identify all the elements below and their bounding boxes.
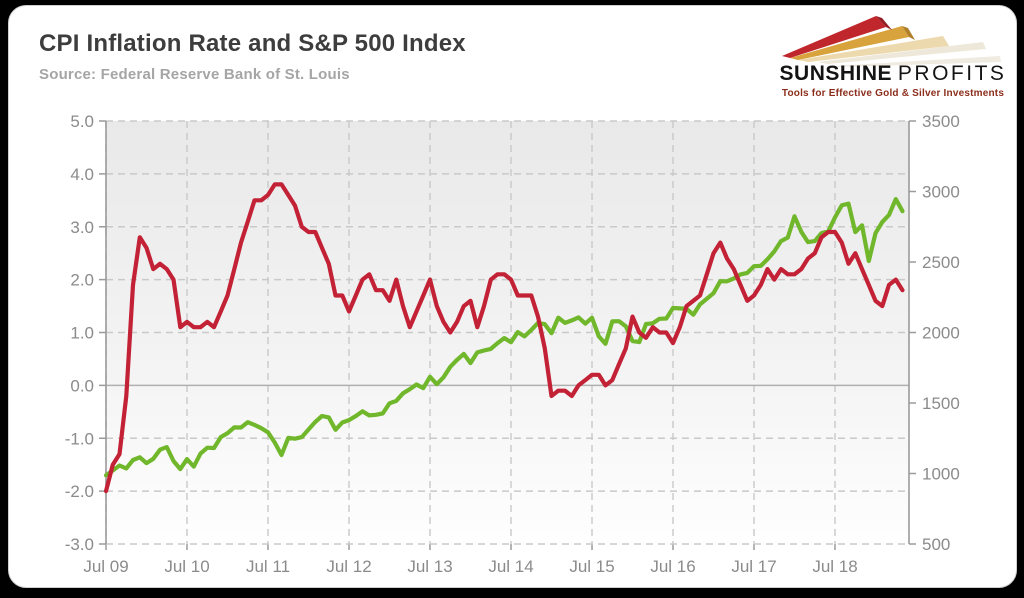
logo-brand-secondary: PROFITS — [897, 62, 1007, 85]
left-axis-tick-label: -1.0 — [65, 429, 94, 448]
x-tick-label: Jul 14 — [488, 557, 533, 576]
x-tick-label: Jul 10 — [164, 557, 209, 576]
x-tick-label: Jul 15 — [569, 557, 614, 576]
chart-source: Source: Federal Reserve Bank of St. Loui… — [39, 66, 350, 83]
right-axis-tick-label: 2500 — [922, 253, 960, 272]
x-tick-label: Jul 11 — [246, 557, 290, 576]
sunshine-profits-logo: SUNSHINE PROFITS Tools for Effective Gol… — [778, 12, 1008, 108]
chart-title: CPI Inflation Rate and S&P 500 Index — [39, 30, 466, 57]
x-tick-label: Jul 18 — [812, 557, 857, 576]
right-axis-tick-label: 3000 — [922, 183, 960, 202]
left-axis-tick-label: 2.0 — [70, 271, 94, 290]
plot-area: Jul 09 Jul 10 Jul 11 Jul 12 Jul 13 Jul 14 Jul … — [65, 112, 960, 576]
x-tick-label: Jul 16 — [650, 557, 695, 576]
x-tick-label: Jul 12 — [326, 557, 371, 576]
right-axis-tick-label: 1000 — [922, 465, 960, 484]
left-axis-tick-label: 5.0 — [70, 112, 94, 131]
logo-brand: SUNSHINE PROFITS — [778, 62, 1008, 86]
right-axis-tick-label: 2000 — [922, 324, 960, 343]
line-chart: Jul 09 Jul 10 Jul 11 Jul 12 Jul 13 Jul 14 Jul … — [65, 112, 960, 576]
left-axis-tick-label: 3.0 — [70, 218, 94, 237]
right-axis-tick-label: 500 — [922, 535, 950, 554]
left-axis-tick-label: 1.0 — [70, 324, 94, 343]
left-axis-tick-label: 4.0 — [70, 165, 94, 184]
logo-rays-icon — [782, 16, 1001, 67]
left-axis-tick-label: -2.0 — [65, 482, 94, 501]
left-axis-tick-label: -3.0 — [65, 535, 94, 554]
logo-brand-primary: SUNSHINE — [779, 62, 893, 85]
x-tick-label: Jul 17 — [731, 557, 776, 576]
left-axis-tick-label: 0.0 — [70, 376, 94, 395]
right-axis-tick-label: 3500 — [922, 112, 960, 131]
x-tick-label: Jul 13 — [407, 557, 452, 576]
x-tick-label: Jul 09 — [83, 557, 128, 576]
right-axis-tick-label: 1500 — [922, 394, 960, 413]
s-p-500-index-line — [103, 197, 905, 478]
cpi-inflation-rate-line — [103, 182, 905, 494]
chart-card: CPI Inflation Rate and S&P 500 Index Sou… — [8, 5, 1017, 588]
logo-tagline: Tools for Effective Gold & Silver Invest… — [781, 88, 1005, 99]
